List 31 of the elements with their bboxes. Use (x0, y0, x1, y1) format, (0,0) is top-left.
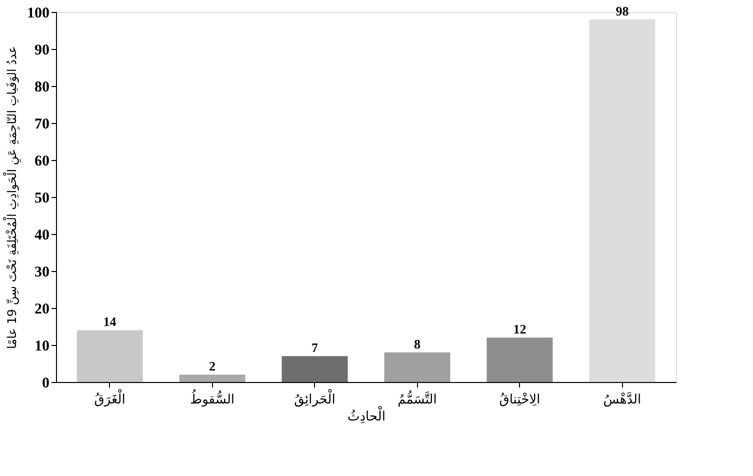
y-tick-label: 0 (42, 376, 50, 392)
bar (486, 338, 553, 382)
data-label: 98 (616, 3, 630, 18)
x-tick-label: الدَّهْسُ (603, 390, 642, 408)
bar (589, 19, 656, 382)
x-tick-label: الِاخْتِناقُ (499, 392, 540, 408)
bar (179, 374, 246, 382)
y-tick-label: 40 (34, 228, 50, 244)
y-tick-label: 10 (34, 338, 50, 354)
data-label: 8 (414, 336, 421, 352)
data-label: 2 (209, 358, 216, 374)
y-axis-title: عددُ الوَفَياتِ النّاجِمَةِ عَنِ الْحَوادِثِ الْمُخْتَلِفَةِ تَحْتَ سِنِّ 19 عامًا (2, 46, 22, 349)
x-tick-label: الْغَرَقُ (94, 388, 126, 408)
bar (282, 356, 348, 382)
y-tick-label: 70 (34, 116, 50, 132)
data-label: 12 (513, 322, 526, 337)
data-label: 14 (103, 314, 117, 330)
x-tick-label: السُّقوطُ (190, 388, 235, 408)
y-tick-label: 30 (34, 264, 50, 280)
y-tick-label: 60 (34, 154, 50, 170)
y-tick-label: 90 (34, 42, 50, 58)
y-tick-label: 50 (34, 190, 50, 206)
y-tick-label: 100 (27, 6, 50, 22)
data-label: 7 (312, 340, 319, 356)
y-tick-label: 20 (34, 302, 50, 318)
x-axis-title: الْحادِثُ (348, 406, 386, 424)
y-tick-label: 80 (34, 80, 50, 96)
x-tick-label: الْحَرائِقُ (294, 388, 336, 408)
bar (384, 352, 450, 382)
bar (76, 330, 143, 382)
x-tick-label: التَّسَمُّمُ (398, 390, 437, 408)
